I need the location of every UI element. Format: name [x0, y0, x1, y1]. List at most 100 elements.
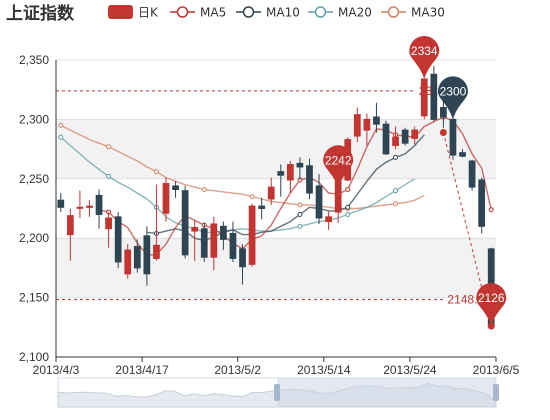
candle-body: [277, 171, 285, 176]
candle-body: [440, 107, 447, 118]
legend-label: MA10: [266, 6, 300, 20]
mark-line-label: 23: [419, 84, 433, 98]
candle: [210, 216, 218, 271]
candle-body: [172, 185, 179, 190]
candle-body: [114, 216, 122, 263]
slider-selection[interactable]: [277, 378, 496, 407]
candle-body: [229, 232, 237, 259]
candle: [143, 226, 151, 286]
y-tick-label: 2,250: [19, 172, 49, 186]
x-tick-label: 2013/5/14: [297, 363, 351, 377]
candle-body: [449, 118, 457, 156]
candles: [57, 65, 495, 329]
slider-handle-left[interactable]: [274, 384, 280, 401]
mark-pin-shape: [476, 283, 507, 327]
candle: [363, 113, 371, 146]
legend-item[interactable]: MA10: [236, 6, 300, 20]
series-line-ma5: [98, 116, 492, 256]
legend-item[interactable]: MA5: [170, 6, 226, 20]
candle-body: [133, 246, 141, 269]
candle-body: [86, 205, 93, 208]
candle: [181, 185, 189, 259]
candle: [258, 197, 266, 220]
grid-band: [56, 238, 496, 298]
candle: [57, 193, 65, 213]
candle: [153, 184, 160, 261]
series-point-ma30: [58, 122, 64, 128]
candle-body: [296, 162, 304, 168]
series-point-ma10: [297, 211, 303, 217]
legend-label: MA30: [411, 6, 445, 20]
candle-body: [392, 136, 399, 147]
legend-item[interactable]: 日K: [108, 5, 159, 20]
legend-marker: [314, 6, 327, 18]
mark-pin-label: 2334: [411, 44, 438, 58]
y-tick-label: 2,100: [19, 350, 49, 364]
candle-body: [95, 194, 103, 215]
grid-bands: [56, 59, 496, 358]
series-point-ma20: [58, 134, 64, 140]
series-point-ma20: [345, 211, 351, 217]
series-point-ma30: [249, 194, 255, 200]
candle: [392, 126, 399, 150]
candle-body: [401, 129, 409, 144]
series-point-ma5: [488, 207, 494, 213]
series-point-ma20: [393, 188, 399, 194]
candle: [440, 99, 447, 128]
candle-body: [143, 235, 151, 275]
candle: [296, 157, 304, 180]
candle-body: [411, 129, 419, 139]
candle-body: [478, 179, 486, 227]
x-tick-label: 2013/5/2: [214, 363, 261, 377]
zoom-slider[interactable]: [57, 377, 499, 408]
candle-body: [105, 217, 112, 230]
candle-body: [191, 227, 199, 232]
series-point-ma30: [153, 169, 159, 175]
trend-mark-start: [439, 128, 447, 136]
x-tick-label: 2013/4/3: [33, 363, 80, 377]
candle: [86, 200, 93, 217]
legend-swatch: [108, 5, 133, 19]
candle-body: [382, 123, 390, 155]
x-tick-label: 2013/5/24: [383, 363, 437, 377]
mark-pin: 2242: [323, 145, 354, 189]
legend[interactable]: 日K MA5 MA10 MA20 MA30: [108, 5, 445, 20]
mark-pin: 2334: [409, 36, 440, 80]
x-tick-label: 2013/4/17: [115, 363, 169, 377]
candle: [306, 158, 313, 199]
slider-handle-right[interactable]: [493, 384, 499, 401]
candle-body: [124, 249, 132, 275]
candle-body: [468, 160, 476, 188]
candle-body: [76, 206, 84, 209]
candle: [248, 203, 256, 267]
candle: [133, 239, 141, 273]
candle-body: [200, 228, 208, 258]
candle-body: [210, 223, 218, 258]
grid-band: [56, 119, 496, 179]
candle: [66, 208, 74, 261]
candle-body: [315, 185, 323, 219]
series-point-ma10: [393, 154, 399, 160]
series-point-ma20: [297, 223, 303, 229]
legend-item[interactable]: MA20: [308, 6, 372, 20]
series-point-ma20: [106, 173, 112, 179]
legend-item[interactable]: MA30: [381, 6, 445, 20]
candle: [401, 127, 409, 146]
x-axis: 2013/4/3 2013/4/17 2013/5/2 2013/5/14 2013/5…: [33, 356, 520, 377]
candle: [382, 120, 390, 156]
candle: [267, 177, 275, 205]
candle-body: [267, 186, 275, 200]
legend-label: 日K: [138, 6, 159, 20]
candle: [229, 221, 237, 262]
candle-body: [430, 73, 438, 120]
series-line-ma20: [60, 136, 416, 233]
series-point-ma30: [393, 201, 399, 207]
candle: [172, 181, 179, 198]
mark-pin-label: 2242: [325, 153, 352, 167]
candle-body: [57, 199, 65, 208]
candle-body: [286, 164, 294, 181]
y-tick-label: 2,300: [19, 112, 49, 126]
mark-pin: 2126: [476, 283, 507, 327]
mark-pin-shape: [437, 76, 468, 120]
